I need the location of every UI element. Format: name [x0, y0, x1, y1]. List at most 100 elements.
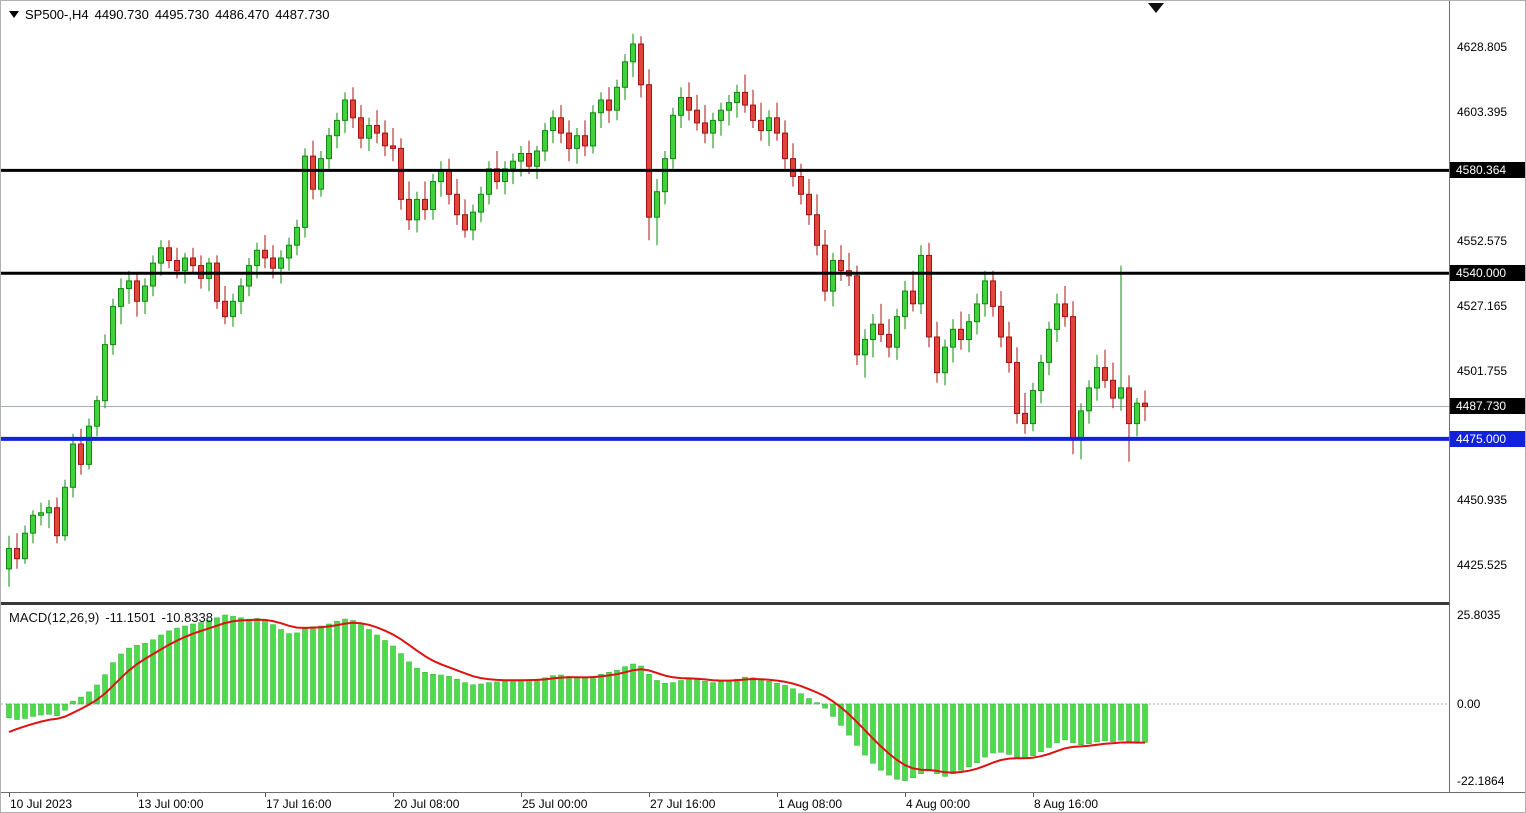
- candle: [1046, 321, 1052, 376]
- macd-histogram-bar: [294, 632, 300, 705]
- macd-histogram-bar: [918, 703, 924, 774]
- candle: [454, 179, 460, 225]
- macd-histogram-bar: [1062, 703, 1068, 741]
- macd-histogram-bar: [670, 682, 676, 705]
- macd-histogram-bar: [590, 676, 596, 705]
- candle: [302, 148, 308, 238]
- time-axis-label: 4 Aug 00:00: [906, 797, 971, 811]
- time-axis-label: 10 Jul 2023: [10, 797, 73, 811]
- candle: [190, 247, 196, 274]
- candle: [774, 102, 780, 141]
- macd-histogram-bar: [910, 703, 916, 779]
- candle: [406, 181, 412, 230]
- candle: [22, 525, 28, 564]
- macd-histogram-bar: [174, 627, 180, 705]
- panel-divider[interactable]: [1, 602, 1449, 605]
- macd-histogram-bar: [286, 633, 292, 705]
- chart-shift-marker-icon[interactable]: [1148, 3, 1164, 13]
- time-axis-label: 27 Jul 16:00: [650, 797, 716, 811]
- macd-histogram-bar: [1046, 703, 1052, 748]
- candle: [38, 502, 44, 526]
- candle: [814, 194, 820, 256]
- macd-histogram-bar: [806, 698, 812, 705]
- macd-histogram-bar: [102, 674, 108, 705]
- macd-histogram-bar: [510, 680, 516, 705]
- candle: [326, 128, 332, 169]
- macd-histogram-bar: [1038, 703, 1044, 752]
- candle: [414, 191, 420, 233]
- macd-histogram-bar: [582, 677, 588, 705]
- bar-close-value: 4487.730: [275, 7, 330, 22]
- one-click-trading-expand-icon[interactable]: [9, 11, 19, 18]
- candle: [950, 319, 956, 363]
- candle: [438, 161, 444, 197]
- macd-histogram-bar: [726, 680, 732, 705]
- time-axis[interactable]: 10 Jul 2023 13 Jul 00:00 17 Jul 16:00 20 Ju…: [1, 792, 1525, 812]
- candle: [1054, 293, 1060, 343]
- macd-chart: [1, 614, 1449, 781]
- candle: [734, 84, 740, 118]
- price-axis-label: 4603.395: [1457, 105, 1508, 119]
- candle: [806, 179, 812, 225]
- macd-histogram-bar: [1126, 703, 1132, 743]
- macd-histogram-bar: [702, 680, 708, 705]
- macd-histogram-bar: [182, 625, 188, 705]
- price-axis-label: 4450.935: [1457, 493, 1508, 507]
- macd-histogram-bar: [774, 683, 780, 705]
- main-chart-area[interactable]: SP500-,H4 4490.730 4495.730 4486.470 4487.73…: [1, 1, 1449, 602]
- macd-histogram-bar: [318, 625, 324, 705]
- macd-histogram-bar: [1006, 703, 1012, 755]
- macd-histogram-bar: [206, 620, 212, 705]
- macd-histogram-bar: [550, 675, 556, 705]
- macd-histogram-bar: [502, 680, 508, 705]
- candle: [342, 92, 348, 134]
- macd-histogram-bar: [302, 628, 308, 705]
- macd-histogram-bar: [1134, 703, 1140, 744]
- macd-histogram-bar: [398, 653, 404, 705]
- macd-histogram-bar: [462, 682, 468, 705]
- macd-signal-line: [8, 618, 1145, 774]
- candle: [1062, 286, 1068, 327]
- candle: [14, 533, 20, 569]
- candle: [70, 433, 76, 498]
- candle: [166, 240, 172, 269]
- candle: [478, 186, 484, 223]
- macd-histogram-bar: [558, 674, 564, 705]
- candle: [998, 291, 1004, 348]
- macd-histogram-bar: [998, 703, 1004, 753]
- macd-histogram-bar: [1054, 703, 1060, 743]
- price-axis[interactable]: 4628.805 4603.395 4552.575 4527.165 4501.755…: [1449, 1, 1525, 792]
- macd-histogram-bar: [894, 703, 900, 780]
- macd-histogram-bar: [6, 703, 12, 719]
- macd-histogram-bar: [494, 681, 500, 705]
- macd-histogram-bar: [1086, 703, 1092, 744]
- candle: [942, 339, 948, 386]
- candle: [566, 120, 572, 162]
- candle: [662, 151, 668, 205]
- candle: [54, 497, 60, 544]
- macd-histogram-bar: [414, 667, 420, 705]
- candle: [750, 89, 756, 128]
- macd-histogram-bar: [974, 703, 980, 763]
- candle: [990, 270, 996, 317]
- macd-histogram-bar: [814, 702, 820, 705]
- macd-histogram-bar: [310, 626, 316, 705]
- macd-indicator-label: MACD(12,26,9) -11.1501 -10.8338: [9, 610, 219, 625]
- time-axis-tick: [1033, 793, 1034, 797]
- macd-histogram-bar: [486, 682, 492, 705]
- candle: [382, 120, 388, 157]
- candle: [590, 105, 596, 154]
- candlestick-chart: [1, 33, 1449, 587]
- macd-histogram-bar: [358, 624, 364, 705]
- macd-histogram-bar: [166, 630, 172, 705]
- candle: [606, 87, 612, 123]
- macd-indicator-panel[interactable]: MACD(12,26,9) -11.1501 -10.8338: [1, 606, 1449, 791]
- candle: [46, 500, 52, 529]
- candle: [86, 418, 92, 470]
- macd-histogram-bar: [78, 696, 84, 705]
- macd-histogram-series: [6, 614, 1148, 781]
- macd-histogram-bar: [382, 640, 388, 705]
- candle: [230, 293, 236, 327]
- candle: [518, 145, 524, 177]
- macd-histogram-bar: [1022, 703, 1028, 759]
